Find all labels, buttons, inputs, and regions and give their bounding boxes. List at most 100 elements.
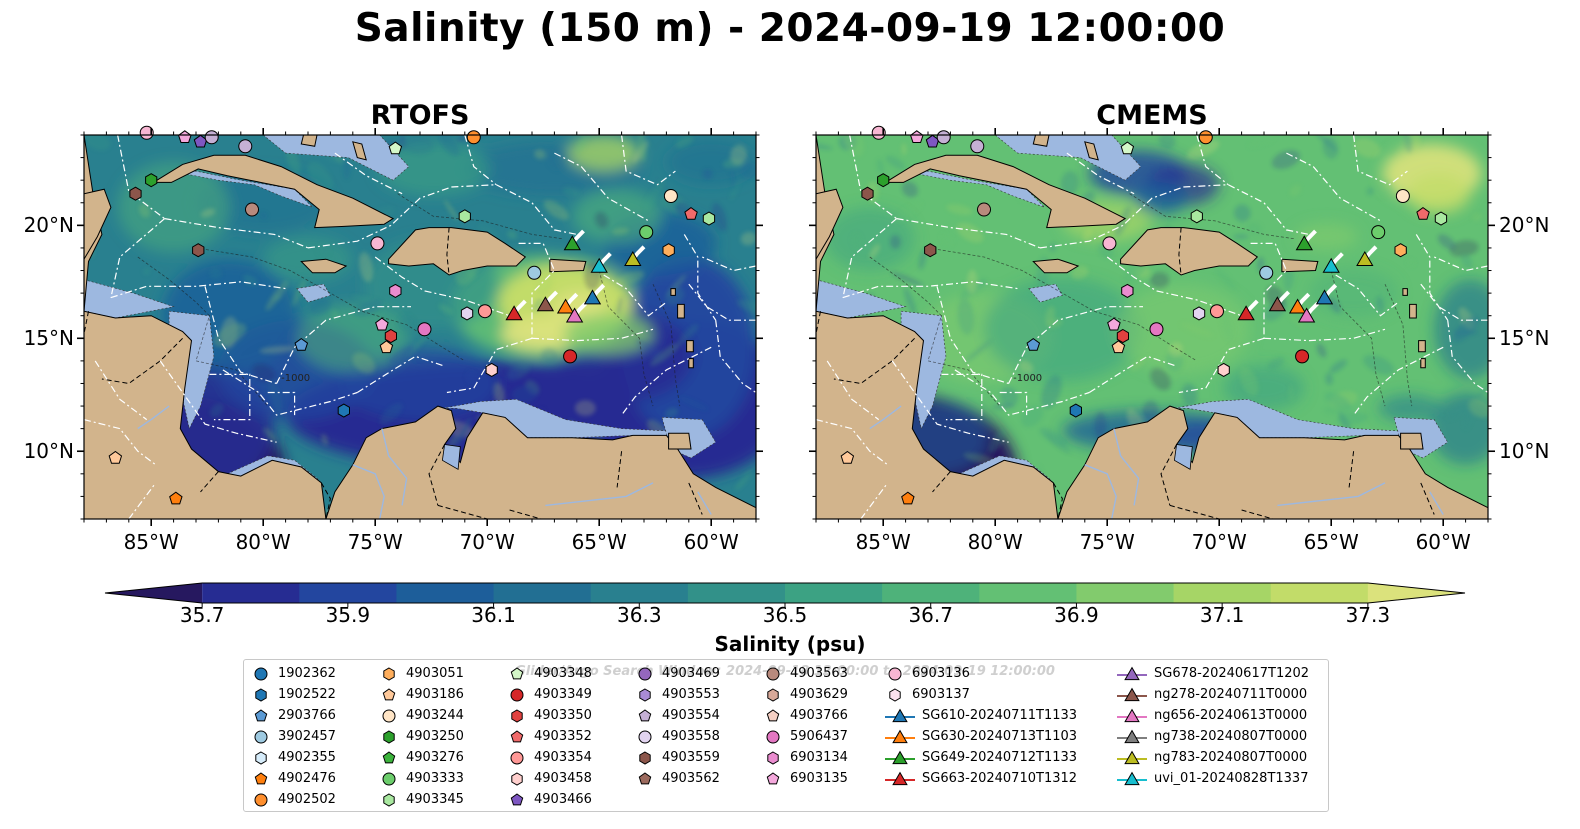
legend-item: ng656-20240613T0000 [1116,705,1309,726]
legend-column: 1902362 1902522 2903766 3902457 4902355 49024… [250,663,336,810]
argo-float-marker-11 [466,130,481,145]
legend-column: 4903563 4903629 4903766 5906437 6903134 69031… [762,663,848,789]
eez-boundary-13 [683,234,717,321]
country-border-1 [84,311,89,334]
river-0 [1084,464,1117,519]
eez-boundary-4 [936,286,1009,385]
argo-float-marker-24 [460,306,474,321]
legend-marker-icon [511,708,523,723]
legend-marker-icon [638,771,652,784]
colorbar-tick-label: 37.3 [1345,603,1391,627]
legend-item-label: 1902522 [278,687,336,702]
argo-float-marker-1 [910,130,924,143]
land-lesser-antilles-4 [688,358,694,369]
lat-tick-label: 20°N [23,213,74,238]
river-1 [381,428,408,506]
map-ticks [77,128,763,526]
legend-item-label: 6903137 [912,687,970,702]
eez-boundary-extra-0 [941,373,983,421]
legend-item: 6903136 [884,663,1077,684]
argo-float-marker-25 [477,304,492,319]
glider-marker-5 [590,257,608,273]
land-trinidad [668,432,692,450]
argo-float-marker-8 [245,202,259,217]
country-border-5 [437,504,488,519]
legend-marker-icon [254,771,268,784]
argo-float-marker-17 [662,243,675,258]
legend-item-label: 2903766 [278,708,336,723]
lon-tick-label: 70°W [459,530,515,554]
legend-item: 4903244 [378,705,464,726]
legend-marker-icon [382,750,396,763]
legend-item-label: SG610-20240711T1133 [922,708,1078,723]
legend-item-label: 4903349 [534,687,592,702]
eez-boundary-3 [110,281,286,299]
argo-float-marker-11 [1198,130,1213,145]
argo-float-marker-15 [702,211,716,226]
eez-boundary-20 [1088,355,1175,394]
legend-item: 4903354 [506,747,592,768]
legend-item-label: 6903135 [790,771,848,786]
lon-tick-label: 75°W [347,530,403,554]
land-trinidad [1400,432,1424,450]
argo-float-marker-18 [1259,265,1274,280]
legend-item: 4903350 [506,705,592,726]
argo-float-marker-27 [1295,349,1310,364]
land-jamaica [300,258,348,274]
shelf-honduras [816,279,907,319]
land-yucatan [816,188,844,261]
legend-marker-icon [1117,687,1147,701]
legend-item-label: 4903345 [406,792,464,807]
legend-item: 4903554 [634,705,720,726]
argo-float-marker-13 [663,188,678,203]
map-ticks [809,128,1495,526]
eez-boundary-4 [204,286,277,385]
legend-marker-icon [510,792,524,805]
eez-boundary-20 [356,355,443,394]
legend-marker-icon [383,792,395,807]
argo-float-marker-30 [840,450,855,464]
land-jamaica [1032,258,1080,274]
country-border-9 [509,509,542,519]
observation-markers [840,125,1448,505]
bathymetry-contour-2 [1330,270,1386,407]
land-cuba [151,154,395,229]
colorbar-segment [105,583,203,603]
legend-column: 4903469 4903553 4903554 4903558 4903559 49035… [634,663,720,789]
lon-tick-label: 80°W [235,530,291,554]
legend-marker-icon [254,667,268,680]
argo-float-marker-4 [238,139,253,154]
lon-tick-label: 70°W [1191,530,1247,554]
land-central-america [816,135,1059,519]
argo-float-marker-19 [389,283,402,298]
legend-marker-icon [638,730,652,743]
argo-float-marker-31 [169,491,183,505]
legend-marker-icon [638,708,652,721]
eez-boundary-24 [621,135,676,186]
eez-boundary-10 [446,337,533,394]
argo-float-marker-6 [129,186,142,201]
argo-float-marker-29 [1069,403,1082,418]
eez-boundary-9 [1250,242,1288,339]
legend-item: 4903458 [506,768,592,789]
eez-boundary-14 [715,320,756,393]
map-panel-rtofs: -1000 [77,125,763,526]
eez-boundary-2 [110,218,165,298]
lon-tick-label: 80°W [967,530,1023,554]
colorbar-tick-label: 35.9 [325,603,371,627]
legend-item: 4903051 [378,663,464,684]
legend-marker-icon [639,687,651,702]
land-lesser-antilles-3 [686,340,694,353]
legend-item-label: 6903136 [912,666,970,681]
colorbar-segment [1076,583,1175,603]
legend-item-label: 4903244 [406,708,464,723]
land-lesser-antilles-2 [1409,303,1417,319]
legend-item: SG610-20240711T1133 [884,705,1077,726]
legend-item-label: 4902502 [278,792,336,807]
legend-item: 4902355 [250,747,336,768]
bathymetry-contour-0 [927,247,1198,362]
argo-float-marker-23 [1149,322,1164,337]
land-lesser-antilles-3 [1418,340,1426,353]
legend [243,659,1329,812]
shelf-bahamas [262,135,410,181]
